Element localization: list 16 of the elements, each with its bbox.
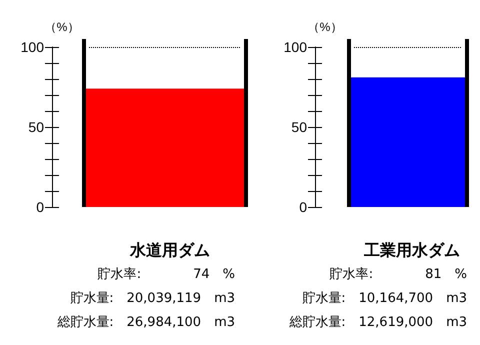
y-tick-label: 0 xyxy=(36,199,44,215)
text: 貯水量: 10,164,700 m3 xyxy=(302,291,467,306)
y-axis-title: （%） xyxy=(44,20,80,34)
text: 水道用ダム xyxy=(129,242,210,260)
y-tick-label: 100 xyxy=(284,39,308,55)
text: 工業用水ダム xyxy=(363,242,460,260)
text: 総貯水量: 26,984,100 m3 xyxy=(56,315,235,330)
text: 総貯水量: 12,619,000 m3 xyxy=(288,315,467,330)
text: 貯水量: 20,039,119 m3 xyxy=(70,291,235,306)
y-tick-label: 100 xyxy=(20,39,44,55)
y-axis-title: （%） xyxy=(308,20,342,34)
text: 貯水率: 74 % xyxy=(98,266,235,282)
y-tick-label: 50 xyxy=(291,119,308,135)
text: 貯水率: 81 % xyxy=(330,266,467,282)
y-tick-label: 0 xyxy=(299,199,308,215)
y-tick-label: 50 xyxy=(28,119,44,135)
